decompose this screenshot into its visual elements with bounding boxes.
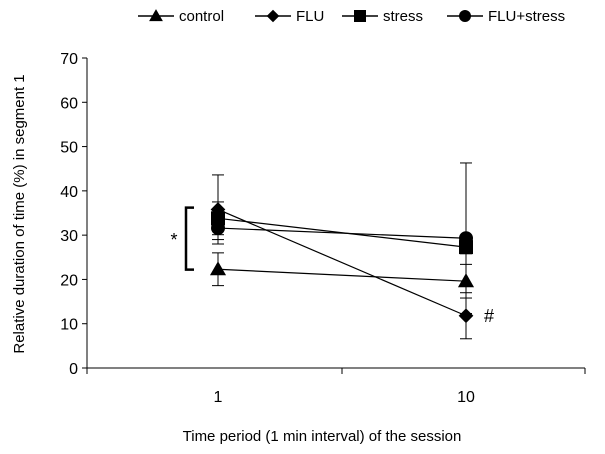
x-tick-label: 1 (214, 389, 223, 406)
series-control (209, 252, 475, 299)
series-line (217, 208, 467, 317)
y-axis-label: Relative duration of time (%) in segment… (11, 74, 28, 353)
y-tick-label: 50 (60, 140, 78, 157)
series-flu (210, 174, 474, 340)
y-tick-label: 70 (60, 51, 78, 68)
series-line (217, 268, 467, 282)
annotation-layer: *# (170, 206, 494, 326)
legend-marker (266, 9, 280, 23)
legend-label: FLU+stress (488, 8, 565, 25)
legend-item: control (138, 8, 224, 25)
legend-marker (149, 9, 163, 22)
series-stress (211, 201, 473, 255)
legend-label: control (179, 8, 224, 25)
significance-star: * (170, 230, 177, 250)
y-tick-label: 20 (60, 272, 78, 289)
legend: control FLU stress FLU+stress (138, 8, 565, 25)
significance-hash: # (484, 306, 494, 326)
y-tick-label: 0 (69, 361, 78, 378)
legend-marker (354, 10, 366, 22)
data-point (459, 231, 473, 246)
legend-item: stress (342, 8, 423, 25)
y-tick-label: 60 (60, 95, 78, 112)
legend-label: stress (383, 8, 423, 25)
legend-item: FLU (255, 8, 324, 25)
data-point (458, 308, 474, 324)
y-tick-label: 30 (60, 228, 78, 245)
legend-marker (459, 10, 471, 22)
axes: 0 10 20 30 40 50 60 70 1 10 (60, 51, 586, 406)
data-point (209, 261, 227, 276)
y-tick-label: 40 (60, 184, 78, 201)
y-tick-label: 10 (60, 317, 78, 334)
legend-label: FLU (296, 8, 324, 25)
x-tick-label: 10 (457, 389, 475, 406)
series-line (217, 227, 467, 239)
significance-bracket (184, 206, 194, 271)
series-flu-stress (211, 162, 473, 315)
series-layer (209, 162, 475, 340)
x-axis-label: Time period (1 min interval) of the sess… (183, 428, 462, 445)
legend-item: FLU+stress (447, 8, 565, 25)
data-point (211, 221, 225, 236)
